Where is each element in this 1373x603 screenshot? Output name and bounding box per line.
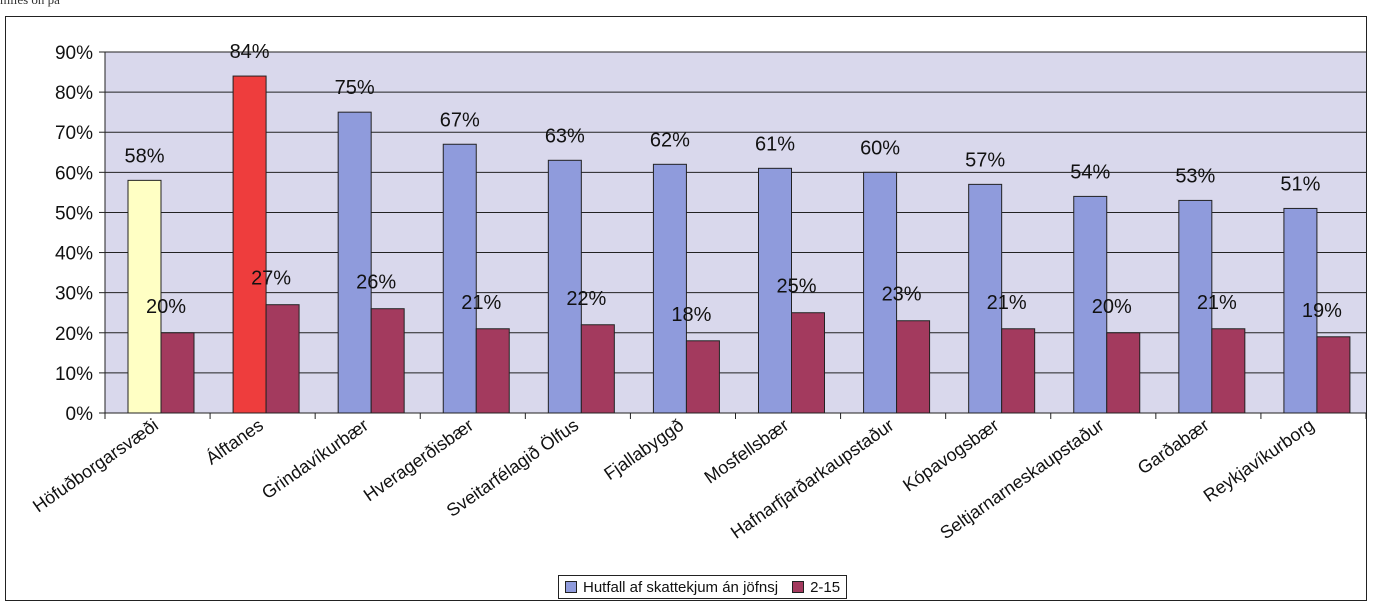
legend-swatch-series2: [792, 581, 805, 593]
data-label-series1: 51%: [1280, 173, 1320, 195]
data-label-series2: 18%: [671, 304, 711, 326]
bar-series1: [968, 183, 1003, 414]
bar-series2: [265, 304, 300, 414]
bar-series1: [652, 163, 687, 414]
category-label: Fjallabyggð: [600, 415, 687, 484]
plot-background: [105, 52, 1366, 413]
legend-label-series1: Hutfall af skattekjum án jöfnsj: [583, 578, 779, 596]
data-label-series2: 20%: [1092, 296, 1132, 318]
bar-series1: [758, 167, 792, 414]
category-label: Garðabær: [1134, 415, 1213, 478]
bar-series2: [896, 320, 931, 414]
y-tick-label: 60%: [55, 163, 93, 184]
y-tick-label: 80%: [55, 83, 93, 104]
data-label-series2: 22%: [566, 288, 606, 310]
category-label: Mosfellsbær: [701, 415, 793, 488]
data-label-series1: 67%: [440, 109, 480, 131]
bar-series1: [1073, 195, 1108, 414]
data-label-series1: 62%: [650, 129, 690, 151]
data-label-series2: 20%: [146, 296, 186, 318]
y-tick-label: 70%: [55, 123, 93, 144]
legend-label-series2: 2-15: [810, 578, 841, 596]
category-label: Álftanes: [202, 415, 267, 469]
plot-area: [105, 52, 1366, 413]
bar-series2: [1106, 332, 1141, 414]
bar-series2: [791, 312, 825, 414]
bars: [127, 75, 1351, 414]
legend-swatch-series1: [565, 581, 577, 593]
legend: Hutfall af skattekjum án jöfnsj 2-15: [558, 575, 848, 599]
data-label-series2: 25%: [776, 276, 816, 298]
data-label-series2: 27%: [251, 268, 291, 290]
data-label-series1: 75%: [335, 77, 375, 99]
data-label-series1: 58%: [124, 145, 164, 167]
data-label-series2: 21%: [1197, 292, 1237, 314]
y-tick-label: 20%: [55, 324, 93, 345]
bar-series1: [547, 159, 582, 414]
data-label-series2: 19%: [1302, 300, 1342, 322]
bar-series1: [442, 143, 477, 414]
data-label-series1: 57%: [965, 149, 1005, 171]
bar-series1: [127, 179, 162, 414]
y-tick-label: 30%: [55, 284, 93, 305]
y-tick-label: 0%: [66, 404, 94, 425]
bar-series1: [863, 171, 898, 414]
bar-series2: [580, 324, 615, 414]
data-labels: 58% 20% 84% 27% 75% 26% 67% 21% 63% 22% 62% 18% 61% 2…: [124, 41, 1342, 326]
axes: 0% 10% 20% 30% 40% 50% 60% 70% 80% 90%: [55, 43, 1367, 425]
bar-series1: [232, 75, 267, 414]
category-label: Reykjavíkurborg: [1200, 415, 1318, 506]
bar-series2: [1211, 328, 1246, 414]
bar-series2: [160, 332, 195, 414]
bar-series2: [1001, 328, 1036, 414]
category-label: Kópavogsbær: [899, 415, 1002, 496]
category-label: Grindavíkurbær: [258, 415, 372, 503]
bar-series2: [1316, 336, 1351, 414]
gridlines: [105, 51, 1366, 414]
category-labels: Höfuðborgarsvæði ÁlftanesGrindavíkurbærHv…: [29, 415, 1318, 543]
data-label-series1: 54%: [1070, 161, 1110, 183]
bar-series1: [1178, 199, 1213, 414]
data-label-series1: 63%: [545, 125, 585, 147]
header-fragment: miles on pa: [0, 0, 600, 8]
data-label-series2: 21%: [461, 292, 501, 314]
data-label-series2: 26%: [356, 272, 396, 294]
category-label: Höfuðborgarsvæði: [29, 415, 162, 516]
bar-series2: [685, 340, 720, 414]
y-tick-label: 50%: [55, 203, 93, 224]
data-label-series2: 23%: [882, 284, 922, 306]
y-tick-label: 10%: [55, 364, 93, 385]
bar-series1: [337, 111, 372, 414]
data-label-series1: 60%: [860, 137, 900, 159]
bar-series1: [1283, 207, 1318, 414]
y-tick-label: 40%: [55, 244, 93, 265]
data-label-series1: 84%: [230, 41, 270, 63]
data-label-series1: 61%: [755, 133, 795, 155]
bar-series2: [370, 308, 405, 414]
data-label-series2: 21%: [987, 292, 1027, 314]
bar-series2: [475, 328, 510, 414]
data-label-series1: 53%: [1175, 165, 1215, 187]
y-tick-label: 90%: [55, 43, 93, 64]
